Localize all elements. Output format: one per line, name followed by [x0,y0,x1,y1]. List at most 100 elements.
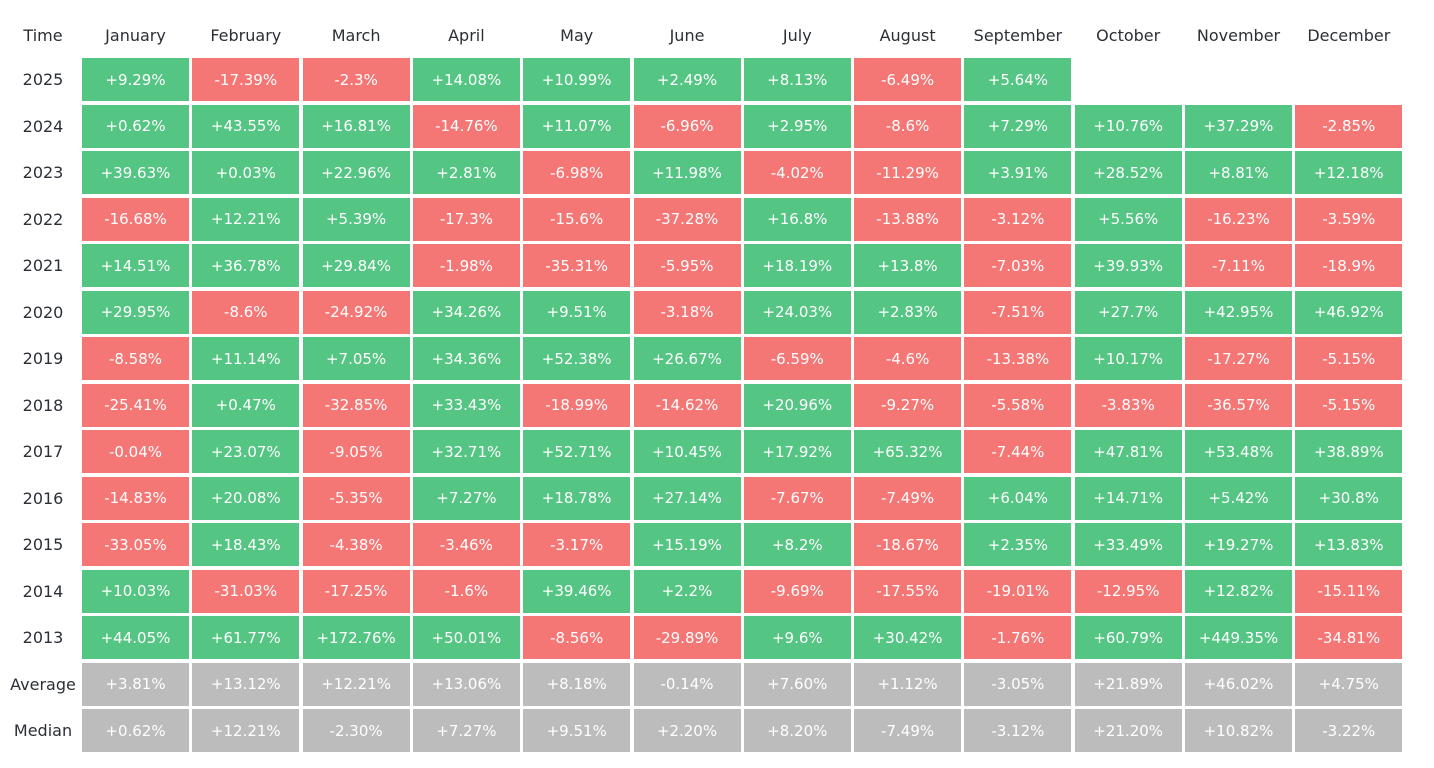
heatmap-cell-2020-february: -8.6% [192,290,300,334]
heatmap-cell-median-june: +2.20% [633,709,741,752]
heatmap-cell-2016-october: +14.71% [1074,476,1182,520]
heatmap-cell-median-november: +10.82% [1185,709,1292,752]
heatmap-cell-2017-april: +32.71% [412,430,520,473]
heatmap-cell-2018-september: -5.58% [964,383,1072,427]
heatmap-cell-2021-september: -7.03% [964,244,1072,287]
heatmap-cell-2019-april: +34.36% [412,337,520,380]
heatmap-cell-2016-june: +27.14% [633,476,741,520]
heatmap-cell-2019-october: +10.17% [1074,337,1182,380]
heatmap-cell-2023-june: +11.98% [633,151,741,194]
heatmap-cell-2013-april: +50.01% [412,616,520,659]
heatmap-cell-2018-december: -5.15% [1295,383,1403,427]
heatmap-cell-2014-march: -17.25% [302,569,410,613]
column-header-september: September [973,25,1063,45]
heatmap-cell-2023-april: +2.81% [412,151,520,194]
heatmap-cell-2021-december: -18.9% [1295,244,1403,287]
heatmap-cell-2023-october: +28.52% [1074,151,1182,194]
heatmap-cell-2025-april: +14.08% [412,58,520,101]
heatmap-cell-2015-june: +15.19% [633,523,741,566]
column-header-august: August [879,25,936,45]
heatmap-cell-2020-january: +29.95% [82,290,189,334]
year-label-2023: 2023 [22,163,64,182]
heatmap-cell-2018-february: +0.47% [192,383,300,427]
heatmap-cell-2015-november: +19.27% [1185,523,1292,566]
heatmap-cell-2020-april: +34.26% [412,290,520,334]
heatmap-cell-2018-march: -32.85% [302,383,410,427]
heatmap-cell-2020-july: +24.03% [743,290,851,334]
heatmap-cell-2016-july: -7.67% [743,476,851,520]
heatmap-cell-2022-october: +5.56% [1074,197,1182,241]
heatmap-cell-average-december: +4.75% [1295,662,1403,706]
heatmap-cell-2018-october: -3.83% [1074,383,1182,427]
heatmap-cell-2024-april: -14.76% [412,104,520,148]
heatmap-cell-average-september: -3.05% [964,662,1072,706]
heatmap-cell-2013-january: +44.05% [82,616,189,659]
heatmap-cell-median-october: +21.20% [1074,709,1182,752]
heatmap-cell-2016-september: +6.04% [964,476,1072,520]
corner-label: Time [23,25,63,45]
heatmap-cell-2023-july: -4.02% [743,151,851,194]
heatmap-cell-average-january: +3.81% [82,662,189,706]
heatmap-cell-2017-january: -0.04% [82,430,189,473]
heatmap-cell-2019-september: -13.38% [964,337,1072,380]
year-label-2024: 2024 [22,116,64,136]
heatmap-cell-2017-october: +47.81% [1074,430,1182,473]
heatmap-cell-2019-august: -4.6% [854,337,962,380]
heatmap-cell-2022-february: +12.21% [192,197,300,241]
heatmap-cell-2022-july: +16.8% [743,197,851,241]
heatmap-cell-median-march: -2.30% [302,709,410,752]
heatmap-cell-2015-april: -3.46% [412,523,520,566]
heatmap-cell-2022-april: -17.3% [412,197,520,241]
heatmap-cell-2023-august: -11.29% [854,151,962,194]
heatmap-cell-2013-february: +61.77% [192,616,300,659]
heatmap-cell-2025-september: +5.64% [964,58,1072,101]
heatmap-cell-2021-july: +18.19% [743,244,851,287]
heatmap-cell-2021-february: +36.78% [192,244,300,287]
heatmap-cell-average-august: +1.12% [854,662,962,706]
summary-label-median: Median [13,721,73,740]
heatmap-cell-2024-february: +43.55% [192,104,300,148]
column-header-april: April [448,25,485,45]
heatmap-cell-2016-march: -5.35% [302,476,410,520]
heatmap-cell-2015-february: +18.43% [192,523,300,566]
heatmap-cell-2020-march: -24.92% [302,290,410,334]
heatmap-cell-2015-march: -4.38% [302,523,410,566]
heatmap-cell-2018-november: -36.57% [1185,383,1292,427]
heatmap-cell-2021-january: +14.51% [82,244,189,287]
heatmap-cell-2021-april: -1.98% [412,244,520,287]
heatmap-cell-2015-september: +2.35% [964,523,1072,566]
heatmap-cell-median-april: +7.27% [412,709,520,752]
heatmap-cell-2024-july: +2.95% [743,104,851,148]
heatmap-cell-2014-february: -31.03% [192,569,300,613]
heatmap-cell-2024-october: +10.76% [1074,104,1182,148]
heatmap-cell-2018-august: -9.27% [854,383,962,427]
heatmap-cell-2017-august: +65.32% [854,430,962,473]
heatmap-cell-2022-november: -16.23% [1185,197,1292,241]
heatmap-cell-2019-december: -5.15% [1295,337,1403,380]
heatmap-cell-2017-february: +23.07% [192,430,300,473]
heatmap-cell-2018-july: +20.96% [743,383,851,427]
heatmap-cell-2024-november: +37.29% [1185,104,1292,148]
heatmap-cell-2021-may: -35.31% [523,244,631,287]
heatmap-cell-2016-august: -7.49% [854,476,962,520]
year-label-2015: 2015 [22,535,64,554]
column-header-june: June [669,25,705,45]
heatmap-cell-2020-june: -3.18% [633,290,741,334]
heatmap-cell-average-november: +46.02% [1185,662,1292,706]
heatmap-cell-2023-september: +3.91% [964,151,1072,194]
year-label-2018: 2018 [22,395,64,415]
column-header-january: January [105,25,166,45]
heatmap-cell-2022-june: -37.28% [633,197,741,241]
heatmap-cell-2015-july: +8.2% [743,523,851,566]
heatmap-cell-2024-june: -6.96% [633,104,741,148]
heatmap-cell-2022-august: -13.88% [854,197,962,241]
heatmap-cell-2019-february: +11.14% [192,337,300,380]
year-label-2017: 2017 [22,442,64,461]
heatmap-cell-2024-december: -2.85% [1295,104,1403,148]
heatmap-cell-2016-november: +5.42% [1185,476,1292,520]
heatmap-cell-2024-january: +0.62% [82,104,189,148]
column-header-october: October [1096,25,1161,45]
heatmap-cell-average-july: +7.60% [743,662,851,706]
heatmap-cell-2014-april: -1.6% [412,569,520,613]
heatmap-cell-2025-may: +10.99% [523,58,631,101]
